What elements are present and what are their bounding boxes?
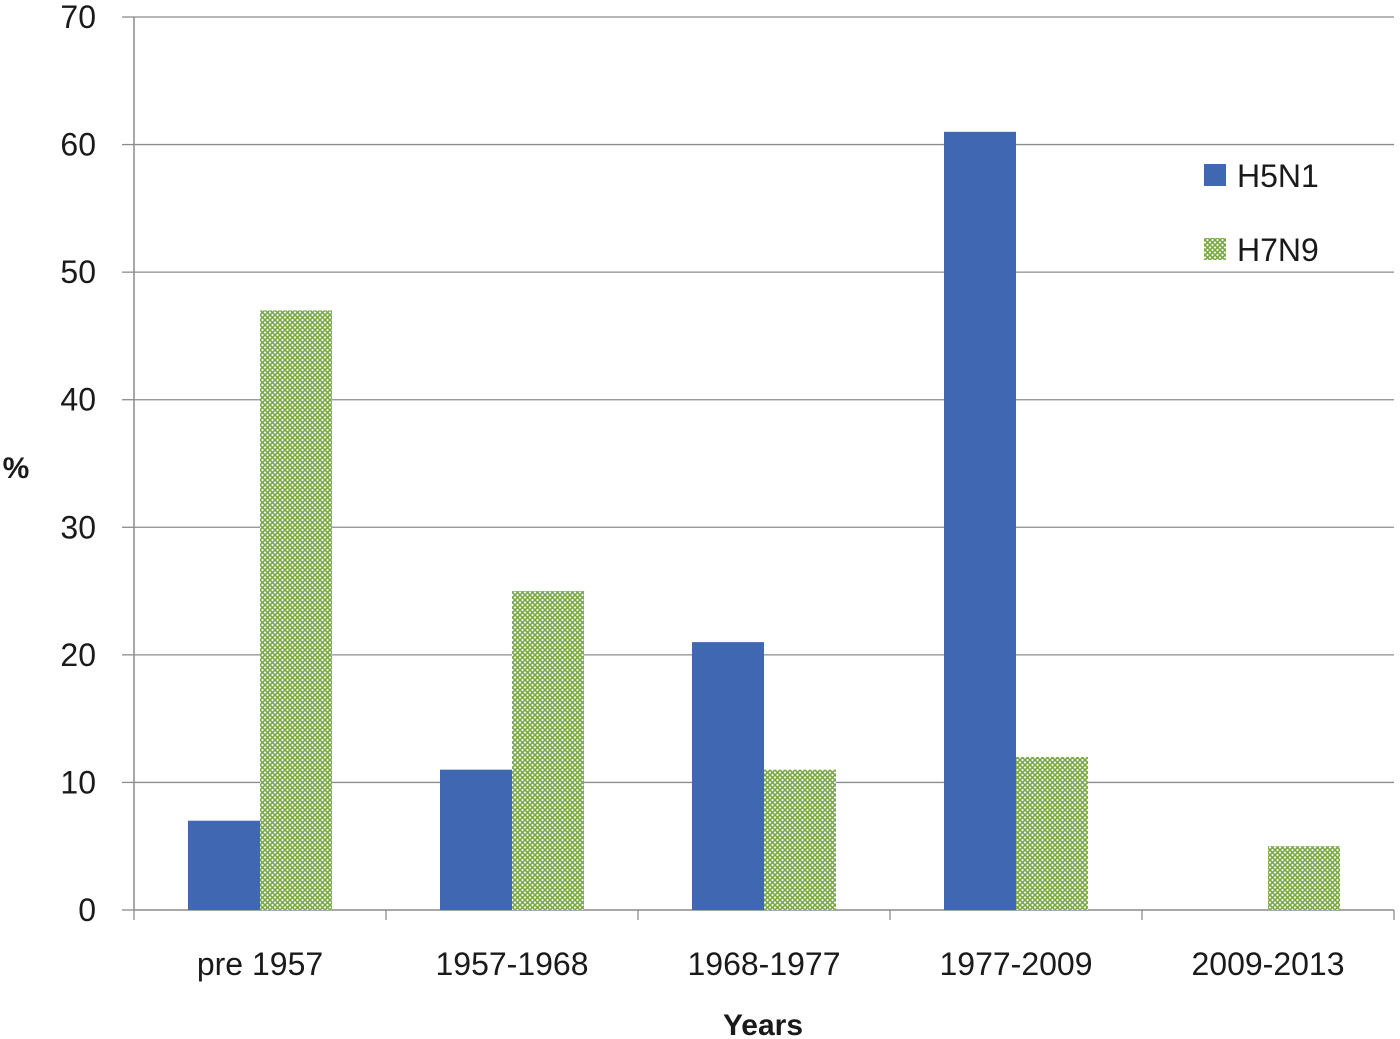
bar-h7n9-pre-1957 [260,310,332,910]
bar-h7n9-1957-1968 [512,591,584,910]
y-axis-title: % [3,452,30,485]
bars [188,131,1340,911]
x-axis-title: Years [723,1009,803,1039]
x-tick-label: 1957-1968 [435,946,588,982]
y-tick-label: 0 [78,892,96,928]
x-tick-label: pre 1957 [197,946,323,982]
y-tick-labels: 0 10 20 30 40 50 60 70 [60,0,96,928]
y-tick-label: 40 [60,382,96,418]
bar-h7n9-1977-2009 [1016,756,1088,910]
legend-swatch-h7n9 [1204,238,1226,260]
y-tick-label: 20 [60,637,96,673]
gridlines [134,16,1394,784]
bar-h7n9-2009-2013 [1268,846,1340,910]
bar-h5n1-1977-2009 [944,131,1016,911]
legend-label-h7n9: H7N9 [1237,232,1319,268]
legend-swatch-h5n1 [1204,164,1226,186]
x-tick-label: 1977-2009 [939,946,1092,982]
legend: H5N1 H7N9 [1204,158,1319,268]
legend-label-h5n1: H5N1 [1237,158,1319,194]
bar-h7n9-1968-1977 [764,769,836,910]
y-tick-label: 10 [60,764,96,800]
bar-h5n1-1968-1977 [692,642,764,910]
y-tick-label: 60 [60,127,96,163]
y-tick-label: 70 [60,0,96,35]
bar-h5n1-pre-1957 [188,820,260,910]
x-tick-labels: pre 1957 1957-1968 1968-1977 1977-2009 2009-… [197,946,1345,982]
y-tick-label: 30 [60,509,96,545]
x-tick-label: 2009-2013 [1191,946,1344,982]
x-tick-label: 1968-1977 [687,946,840,982]
y-tick-label: 50 [60,254,96,290]
bar-h5n1-1957-1968 [440,769,512,910]
